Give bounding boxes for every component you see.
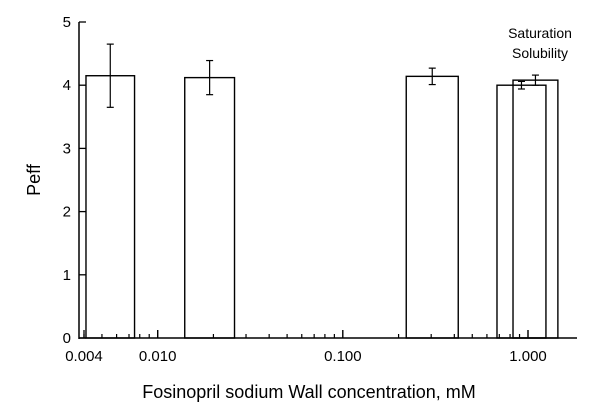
axes xyxy=(78,22,577,339)
x-tick-label: 1.000 xyxy=(509,348,547,365)
y-tick-label: 2 xyxy=(63,204,71,221)
x-tick-label: 0.100 xyxy=(324,348,362,365)
bar xyxy=(512,79,559,339)
y-tick-label: 1 xyxy=(63,267,71,284)
y-ticks: 0 1 2 3 4 5 xyxy=(63,14,86,347)
x-tick-label: 0.004 xyxy=(65,348,103,365)
x-tick-label: 0.010 xyxy=(139,348,177,365)
bar xyxy=(85,75,136,339)
bar xyxy=(405,75,459,339)
bars xyxy=(85,75,559,339)
error-bars xyxy=(106,43,539,108)
y-tick-label: 4 xyxy=(63,77,71,94)
y-tick-label: 0 xyxy=(63,330,71,347)
annotation-line-1: Saturation xyxy=(508,25,572,41)
x-ticks: 0.004 0.010 0.100 1.000 xyxy=(65,330,547,365)
annotation-line-2: Solubility xyxy=(512,45,568,61)
x-axis-title: Fosinopril sodium Wall concentration, mM xyxy=(142,382,475,402)
bar xyxy=(184,76,236,339)
y-tick-label: 3 xyxy=(63,140,71,157)
bar xyxy=(496,84,547,339)
saturation-solubility-annotation: Saturation Solubility xyxy=(508,25,572,61)
y-axis-title: Peff xyxy=(24,163,44,196)
y-tick-label: 5 xyxy=(63,14,71,31)
